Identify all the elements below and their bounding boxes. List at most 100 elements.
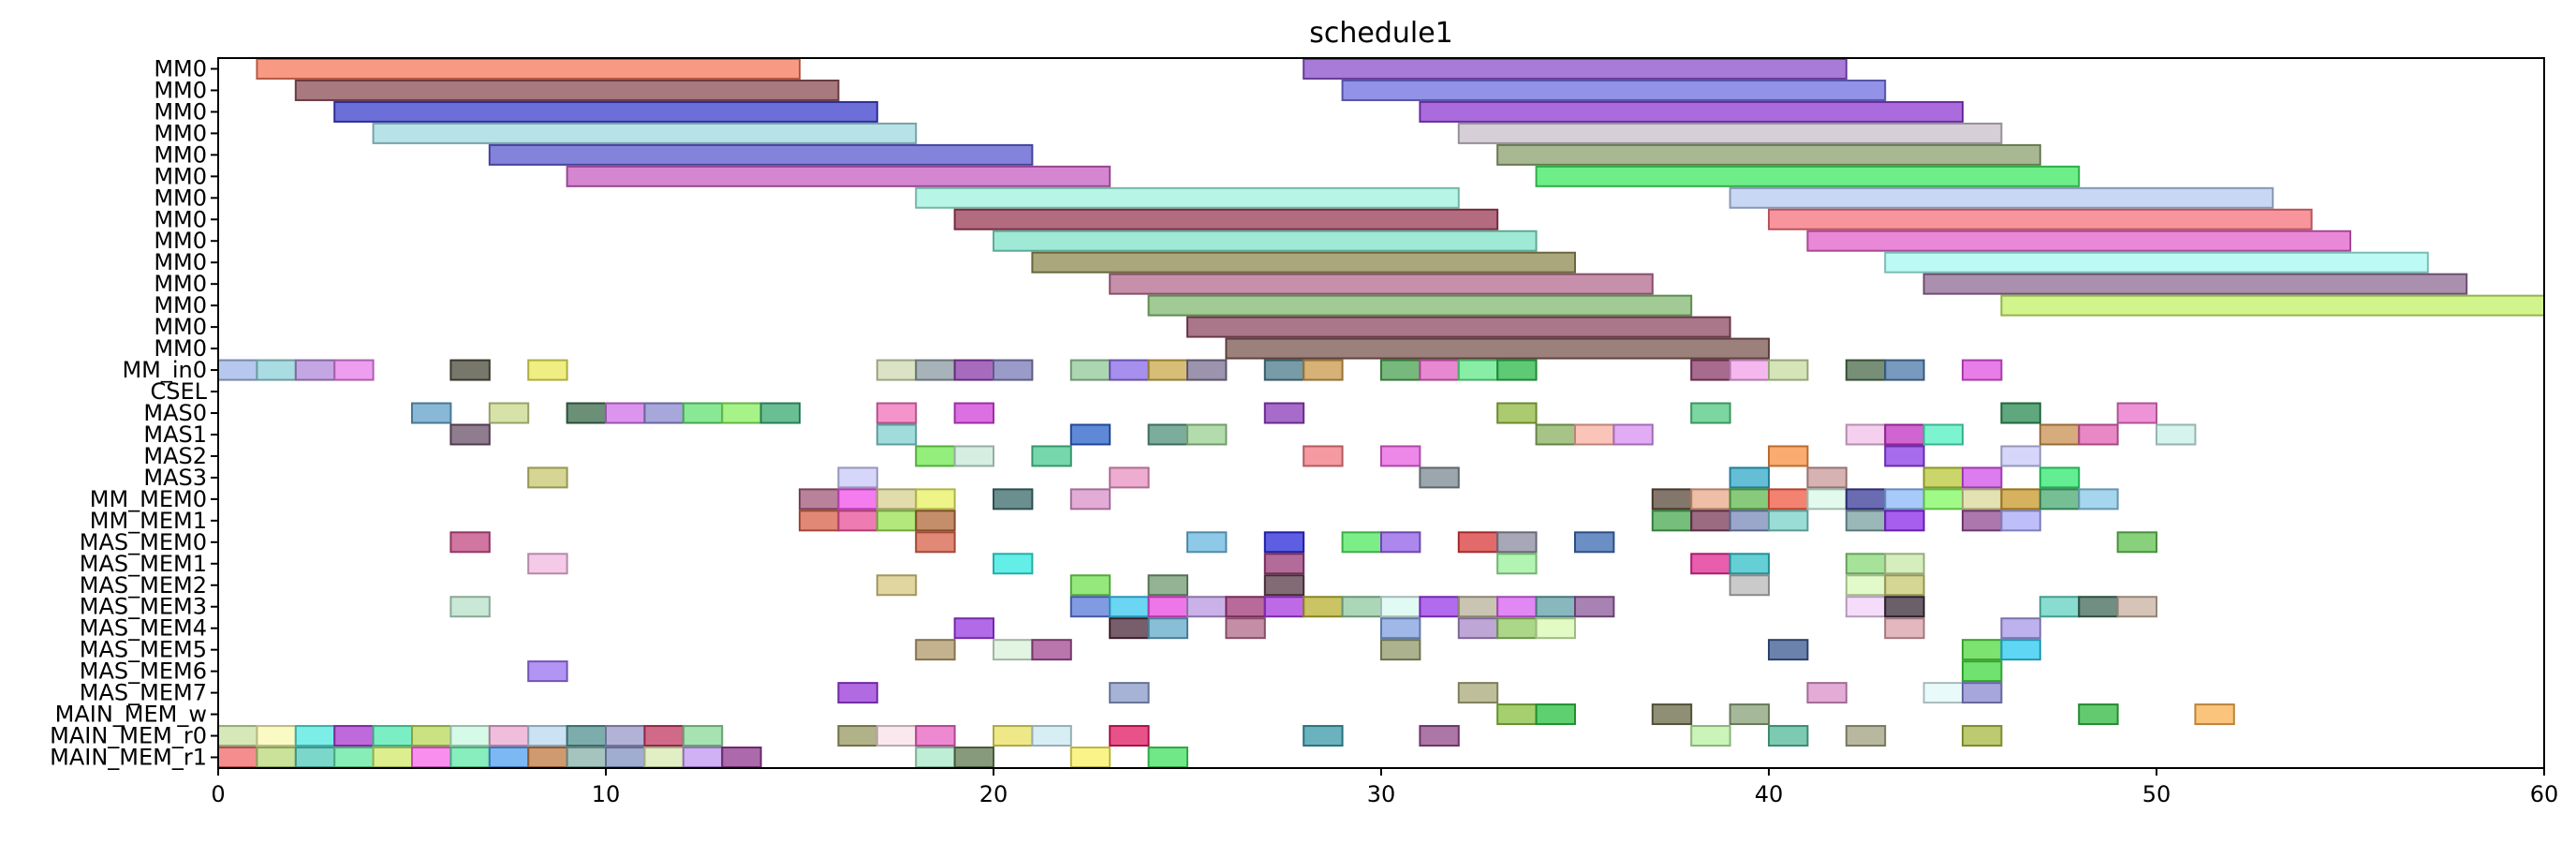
task-bar — [1729, 466, 1770, 489]
x-tick-label: 0 — [211, 781, 225, 807]
task-bar — [1690, 510, 1731, 532]
task-bar — [1496, 531, 1538, 554]
task-bar — [1651, 703, 1693, 726]
task-bar — [1884, 617, 1925, 640]
task-bar — [2078, 423, 2119, 446]
task-bar — [2078, 596, 2119, 618]
task-bar — [1962, 660, 2003, 683]
task-bar — [682, 725, 724, 747]
task-bar — [1147, 294, 1693, 317]
task-bar — [1147, 574, 1188, 597]
x-tick-label: 50 — [2142, 781, 2171, 807]
task-bar — [1729, 488, 1770, 510]
x-axis: 0 10 20 30 40 50 60 — [211, 768, 2558, 807]
task-bar — [1535, 423, 1576, 446]
task-bar — [682, 747, 724, 768]
task-bar — [1845, 596, 1887, 618]
task-bar — [449, 747, 491, 768]
task-bar — [1225, 617, 1266, 640]
task-bar — [1768, 445, 1809, 467]
task-bar — [1884, 574, 1925, 597]
task-bar — [294, 747, 336, 768]
task-bar — [953, 445, 994, 467]
chart-title: schedule1 — [1309, 17, 1453, 50]
task-bar — [333, 359, 375, 381]
task-bar — [527, 466, 568, 489]
y-axis: MM0MM0MM0MM0MM0MM0MM0MM0MM0MM0MM0MM0MM0M… — [50, 55, 218, 771]
task-bar — [294, 359, 336, 381]
task-bar — [1341, 531, 1382, 554]
y-tick-label: MAIN_MEM_r1 — [50, 745, 207, 771]
task-bar — [333, 725, 375, 747]
task-bar — [1186, 423, 1228, 446]
task-bar — [1884, 553, 1925, 575]
task-bar — [1380, 639, 1421, 661]
task-bar — [2116, 531, 2158, 554]
task-bar — [1457, 531, 1499, 554]
task-bar — [1457, 122, 2003, 144]
task-bar — [1535, 617, 1576, 640]
task-bar — [1147, 359, 1188, 381]
task-bar — [605, 725, 646, 747]
task-bar — [1263, 531, 1305, 554]
task-bar — [1109, 617, 1150, 640]
task-bar — [1380, 596, 1421, 618]
task-bar — [799, 488, 840, 510]
task-bar — [876, 359, 918, 381]
task-bar — [1884, 359, 1925, 381]
task-bar — [1225, 337, 1770, 360]
y-tick-label: CSEL — [150, 378, 207, 405]
task-bar — [411, 402, 452, 424]
y-tick-label: MAS2 — [143, 443, 207, 469]
task-bar — [1922, 273, 2468, 295]
task-bar — [1069, 596, 1111, 618]
y-tick-label: MM0 — [154, 206, 207, 232]
task-bar — [217, 747, 258, 768]
task-bar — [1768, 488, 1809, 510]
task-bar — [217, 359, 258, 381]
y-tick-label: MM_MEM1 — [90, 508, 207, 534]
task-bar — [1380, 445, 1421, 467]
task-bar — [2039, 488, 2081, 510]
task-bar — [2078, 488, 2119, 510]
task-bar — [1962, 639, 2003, 661]
task-bar — [2039, 466, 2081, 489]
task-bar — [1768, 510, 1809, 532]
task-bar — [876, 510, 918, 532]
y-tick-label: MM0 — [154, 335, 207, 362]
task-bar — [1186, 359, 1228, 381]
task-bar — [1845, 359, 1887, 381]
task-bar — [1457, 617, 1499, 640]
y-tick-label: MAS_MEM0 — [80, 529, 207, 555]
task-bar — [915, 531, 956, 554]
task-bar — [1922, 682, 1965, 704]
task-bar — [1729, 553, 1770, 575]
y-tick-label: MM0 — [154, 271, 207, 297]
y-tick-label: MAS_MEM4 — [80, 615, 207, 642]
task-bar — [1922, 488, 1965, 510]
task-bar — [1845, 488, 1887, 510]
task-bar — [1535, 596, 1576, 618]
task-bar — [605, 402, 646, 424]
task-bar — [1768, 208, 2313, 230]
task-bar — [449, 423, 491, 446]
task-bar — [1263, 359, 1305, 381]
task-bar — [566, 725, 607, 747]
task-bar — [256, 725, 297, 747]
task-bar — [2000, 445, 2041, 467]
task-bar — [449, 596, 491, 618]
task-bar — [682, 402, 724, 424]
task-bar — [527, 359, 568, 381]
task-bar — [2156, 423, 2197, 446]
task-bar — [256, 359, 297, 381]
task-bar — [993, 488, 1034, 510]
task-bar — [643, 402, 684, 424]
task-bar — [1535, 165, 2081, 187]
task-bar — [294, 79, 840, 101]
task-bar — [1147, 596, 1188, 618]
task-bar — [1109, 273, 1654, 295]
task-bar — [1457, 682, 1499, 704]
task-bar — [1962, 488, 2003, 510]
y-tick-label: MM0 — [154, 314, 207, 340]
task-bar — [1962, 466, 2003, 489]
